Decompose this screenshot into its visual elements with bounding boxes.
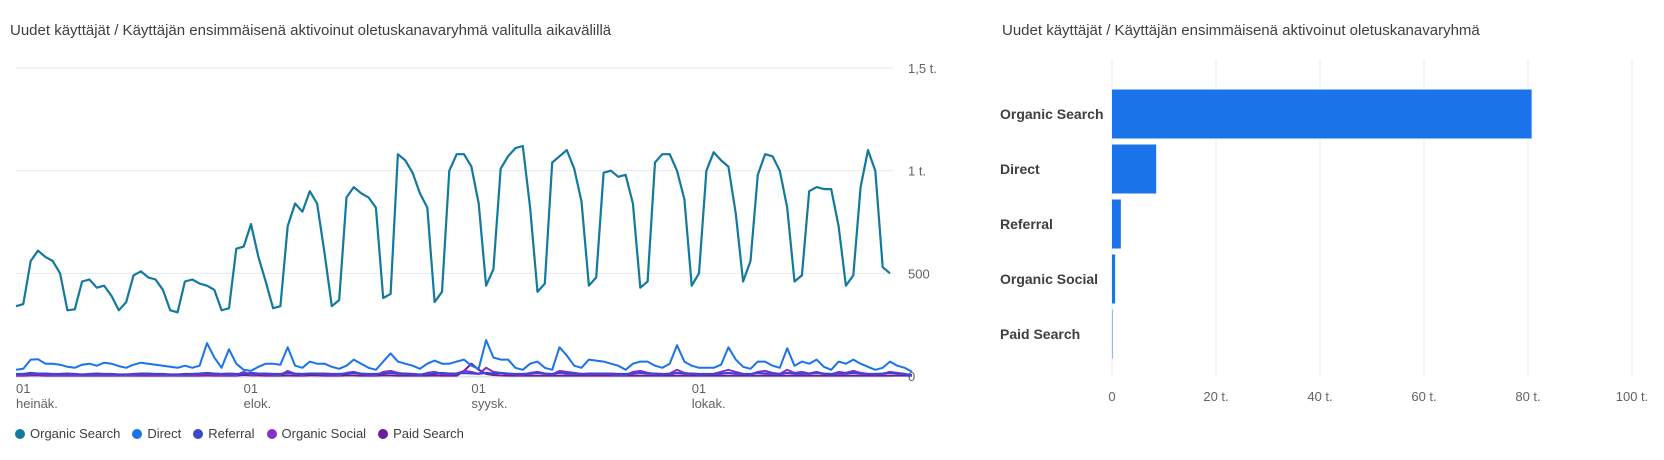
legend-swatch [378,428,389,439]
y-tick-label: 1 t. [908,164,926,179]
bar-chart[interactable]: 0 20 t. 40 t. 60 t. 80 t. 100 t. Organic Searc… [960,0,1664,460]
legend-item-direct[interactable]: Direct [132,426,181,441]
line-chart-title: Uudet käyttäjät / Käyttäjän ensimmäisenä… [10,22,612,39]
legend-label: Organic Search [30,426,121,441]
x-tick-month: elok. [244,396,271,411]
legend-swatch [15,428,25,439]
series-line-referral[interactable] [16,371,913,376]
legend-swatch [132,428,143,439]
series-line-direct[interactable] [15,339,913,373]
bar-x-tick-label: 0 [1108,389,1115,404]
bar-category-label: Organic Search [1000,106,1104,122]
legend-item-organic-search[interactable]: Organic Search [15,426,120,441]
x-tick-month: syysk. [471,396,507,411]
bar-category-label: Referral [1000,216,1053,232]
bar-organic-search[interactable] [1112,89,1532,139]
bar-direct[interactable] [1112,144,1157,194]
bar-paid-search[interactable] [1112,309,1113,359]
legend-label: Direct [147,426,182,441]
x-tick-day: 01 [471,381,485,396]
bar-category-label: Paid Search [1000,326,1080,342]
x-tick-day: 01 [692,381,706,396]
line-chart[interactable]: 1,5 t.1 t.500001heinäk.01elok.01syysk.01… [0,0,960,460]
bar-x-tick-label: 80 t. [1515,389,1540,404]
legend-swatch [193,428,204,439]
x-tick-month: lokak. [692,396,726,411]
legend-label: Referral [208,426,255,441]
bar-category-label: Organic Social [1000,271,1098,287]
bar-x-tick-label: 100 t. [1616,389,1649,404]
legend-swatch [266,428,277,439]
x-tick-day: 01 [244,381,258,396]
line-chart-panel: Uudet käyttäjät / Käyttäjän ensimmäisenä… [0,0,960,460]
bar-x-tick-label: 20 t. [1203,389,1228,404]
bar-organic-social[interactable] [1112,254,1116,304]
y-tick-label: 500 [908,266,930,281]
series-line-organic-search[interactable] [15,144,891,314]
legend-label: Organic Social [281,426,367,441]
bar-x-tick-label: 40 t. [1307,389,1332,404]
bar-x-tick-label: 60 t. [1411,389,1436,404]
bar-chart-panel: Uudet käyttäjät / Käyttäjän ensimmäisenä… [960,0,1664,460]
legend-item-paid-search[interactable]: Paid Search [378,426,464,441]
bar-category-label: Direct [1000,161,1040,177]
bar-referral[interactable] [1112,199,1121,249]
y-tick-label: 1,5 t. [908,61,937,76]
line-chart-legend: Organic Search Direct Referral Organic Soci… [15,426,464,441]
x-tick-month: heinäk. [16,396,58,411]
legend-label: Paid Search [393,426,464,441]
legend-item-organic-social[interactable]: Organic Social [266,426,367,441]
x-tick-day: 01 [16,381,30,396]
bar-chart-title: Uudet käyttäjät / Käyttäjän ensimmäisenä… [1002,22,1480,39]
legend-item-referral[interactable]: Referral [193,426,255,441]
